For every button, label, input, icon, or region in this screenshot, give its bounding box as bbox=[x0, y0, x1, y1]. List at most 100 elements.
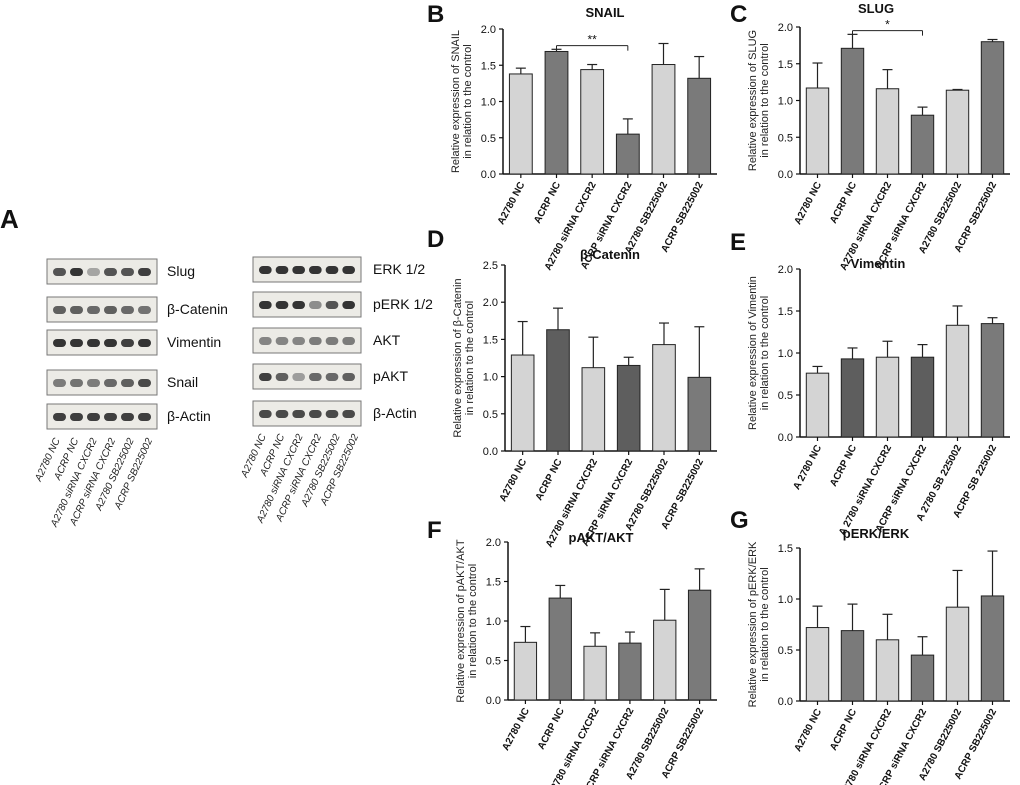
bar bbox=[840, 630, 865, 702]
left-label: Vimentin bbox=[167, 334, 221, 350]
bar bbox=[513, 641, 538, 701]
y-tick-label: 0.0 bbox=[486, 695, 501, 707]
bar bbox=[580, 69, 605, 175]
right-band bbox=[342, 266, 355, 274]
x-tick-label: A2780 NC bbox=[496, 180, 528, 226]
left-label: β-Actin bbox=[167, 408, 211, 424]
y-tick-label: 2.0 bbox=[481, 24, 496, 36]
left-band bbox=[138, 268, 151, 276]
y-axis-label-line1: Relative expression of β-Catenin bbox=[452, 278, 464, 437]
right-band bbox=[309, 301, 322, 309]
left-band bbox=[138, 413, 151, 421]
left-band bbox=[70, 379, 83, 387]
panel-letter: E bbox=[730, 229, 746, 256]
right-blot-row bbox=[252, 363, 362, 390]
bar bbox=[910, 356, 935, 438]
right-band bbox=[325, 301, 339, 309]
chart-title: SLUG bbox=[858, 1, 894, 16]
y-tick-label: 0.0 bbox=[778, 432, 793, 444]
right-label: ERK 1/2 bbox=[373, 261, 425, 277]
bar bbox=[548, 597, 572, 701]
right-band bbox=[259, 337, 272, 345]
left-label: Snail bbox=[167, 374, 198, 390]
left-band bbox=[104, 413, 117, 421]
y-tick-label: 0.0 bbox=[481, 169, 496, 181]
left-band bbox=[121, 339, 134, 347]
bar bbox=[652, 344, 676, 452]
y-axis-label-line2: in relation to the control bbox=[467, 564, 479, 678]
y-axis-label-line2: in relation to the control bbox=[464, 301, 476, 415]
y-axis-label-line1: Relative expression of pAKT/AKT bbox=[455, 539, 467, 703]
right-blot-row bbox=[252, 291, 362, 318]
right-band bbox=[325, 373, 339, 381]
right-band bbox=[309, 337, 322, 345]
chart-b: B SNAIL 0.0 0.5 1.0 1.5 2.0 Relative expression… bbox=[427, 1, 717, 272]
chart-title: pAKT/AKT bbox=[569, 530, 634, 545]
y-tick-label: 0.5 bbox=[778, 645, 793, 657]
chart-title: pERK/ERK bbox=[843, 526, 910, 541]
y-tick-label: 0.0 bbox=[778, 169, 793, 181]
y-axis-label-line1: Relative expression of SNAIL bbox=[450, 30, 462, 173]
left-band bbox=[87, 339, 100, 347]
left-band bbox=[70, 413, 83, 421]
right-blot-row bbox=[252, 400, 362, 427]
y-axis-label-line1: Relative expression of SLUG bbox=[747, 30, 759, 171]
bar bbox=[980, 41, 1005, 175]
left-blot-row bbox=[46, 258, 158, 285]
y-tick-label: 2.0 bbox=[778, 22, 793, 34]
right-band bbox=[342, 337, 355, 345]
right-band bbox=[275, 337, 289, 345]
left-band bbox=[121, 413, 134, 421]
right-band bbox=[309, 266, 322, 274]
bar bbox=[616, 364, 641, 452]
left-blot-row bbox=[46, 296, 158, 323]
bar bbox=[687, 376, 712, 452]
y-tick-label: 1.5 bbox=[481, 60, 496, 72]
left-band bbox=[70, 268, 83, 276]
y-axis-label-line2: in relation to the control bbox=[462, 44, 474, 158]
left-band bbox=[53, 339, 66, 347]
y-tick-label: 2.0 bbox=[486, 537, 501, 549]
right-band bbox=[275, 410, 289, 418]
y-tick-label: 0.5 bbox=[483, 409, 498, 421]
bar bbox=[653, 619, 677, 701]
bar bbox=[875, 356, 900, 438]
bar bbox=[805, 372, 830, 438]
bar bbox=[581, 367, 606, 452]
y-tick-label: 1.0 bbox=[486, 616, 501, 628]
bar bbox=[945, 606, 970, 702]
bar bbox=[651, 64, 676, 175]
bar bbox=[840, 358, 865, 438]
x-tick-label: ACRP NC bbox=[828, 707, 859, 752]
left-band bbox=[138, 306, 151, 314]
x-tick-label: ACRP NC bbox=[828, 443, 859, 488]
left-band bbox=[70, 339, 83, 347]
y-axis-label-line2: in relation to the control bbox=[759, 296, 771, 410]
right-band bbox=[275, 266, 289, 274]
left-label: Slug bbox=[167, 263, 195, 279]
chart-c: C SLUG 0.0 0.5 1.0 1.5 2.0 Relative expression … bbox=[730, 1, 1010, 272]
left-band bbox=[53, 413, 66, 421]
left-label: β-Catenin bbox=[167, 301, 228, 317]
chart-title: Vimentin bbox=[851, 256, 906, 271]
right-band bbox=[259, 301, 272, 309]
left-band bbox=[121, 306, 134, 314]
left-band bbox=[87, 379, 100, 387]
bar bbox=[980, 323, 1005, 438]
y-tick-label: 1.5 bbox=[778, 59, 793, 71]
left-band bbox=[87, 413, 100, 421]
y-tick-label: 0.5 bbox=[486, 656, 501, 668]
y-tick-label: 2.0 bbox=[483, 297, 498, 309]
bar bbox=[875, 639, 900, 702]
right-band bbox=[325, 266, 339, 274]
right-band bbox=[325, 337, 339, 345]
right-band bbox=[292, 337, 305, 345]
y-tick-label: 1.5 bbox=[778, 306, 793, 318]
y-tick-label: 1.0 bbox=[778, 348, 793, 360]
x-tick-label: A2780 NC bbox=[500, 706, 532, 752]
bar bbox=[615, 133, 640, 175]
left-band bbox=[138, 339, 151, 347]
bar-charts: B SNAIL 0.0 0.5 1.0 1.5 2.0 Relative expression… bbox=[427, 1, 1010, 785]
